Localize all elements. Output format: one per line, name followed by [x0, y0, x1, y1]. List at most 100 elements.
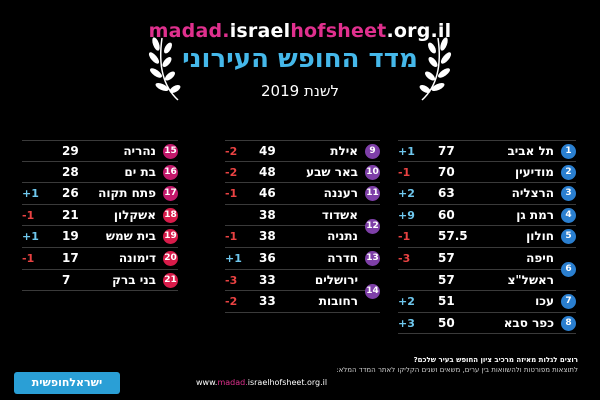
- city-name: חדרה: [327, 250, 358, 265]
- url-part: www.: [196, 378, 218, 387]
- city-name: מודיעין: [514, 164, 554, 179]
- rank-badge: 15: [163, 144, 178, 159]
- ranking-row: ירושלים 33 -3: [225, 270, 380, 292]
- city-name: בת ים: [124, 164, 156, 179]
- rank-change: +9: [398, 208, 415, 222]
- city-score: 17: [62, 250, 79, 265]
- ranking-row: 8 כפר סבא 50 +3: [398, 313, 576, 335]
- rank-badge: 11: [365, 186, 380, 202]
- ranking-row: 18 אשקלון 21 -1: [22, 205, 178, 227]
- rank-change: +2: [398, 295, 415, 309]
- city-score: 57: [438, 272, 455, 287]
- url-part: israel: [229, 20, 291, 42]
- ranking-row: 20 דימונה 17 -1: [22, 248, 178, 270]
- city-name: רמת גן: [516, 207, 554, 222]
- city-name: אשקלון: [113, 207, 156, 222]
- ranking-row: 16 בת ים 28: [22, 162, 178, 184]
- city-name: הרצליה: [511, 186, 554, 201]
- ranking-row: 11 רעננה 46 -1: [225, 183, 380, 205]
- city-name: אילת: [330, 144, 358, 158]
- ranking-row: 5 חולון 57.5 -1: [398, 226, 576, 248]
- city-score: 48: [259, 164, 276, 179]
- rank-badge: 5: [561, 229, 576, 245]
- ranking-row: ראשל"צ 57: [398, 270, 576, 292]
- rank-badge: 20: [163, 250, 178, 266]
- city-score: 26: [62, 186, 79, 201]
- footnote-question: רוצים לגלות מאיזה מרכיב ציון החופש בעיר …: [413, 356, 578, 364]
- city-name: בני ברק: [112, 272, 156, 287]
- rank-badge: 19: [163, 229, 178, 245]
- israel-hofsheet-logo[interactable]: ישראלחופשית: [14, 372, 120, 394]
- ranking-row: 7 עכו 51 +2: [398, 291, 576, 313]
- city-name: בית שמש: [105, 229, 156, 244]
- site-url[interactable]: madad.israelhofsheet.org.il: [0, 20, 600, 42]
- city-name: כפר סבא: [503, 315, 554, 330]
- city-score: 57.5: [438, 229, 468, 244]
- rank-change: -2: [225, 165, 238, 179]
- url-part: hofsheet: [290, 20, 387, 42]
- rank-badge: 16: [163, 164, 178, 180]
- ranking-row: 21 בני ברק 7: [22, 270, 178, 292]
- city-name: אשדוד: [321, 207, 358, 222]
- city-name: נהריה: [123, 144, 156, 158]
- rank-badge: 9: [365, 144, 380, 159]
- rank-badge: 3: [561, 186, 576, 202]
- rank-change: -1: [225, 230, 238, 244]
- ranking-row: חיפה 57 -3: [398, 248, 576, 270]
- city-name: רחובות: [318, 294, 358, 309]
- city-score: 7: [62, 272, 71, 287]
- city-score: 33: [259, 272, 276, 287]
- city-score: 77: [438, 144, 455, 158]
- rank-change: +2: [398, 187, 415, 201]
- city-score: 46: [259, 186, 276, 201]
- city-score: 57: [438, 250, 455, 265]
- ranking-row: נתניה 38 -1: [225, 226, 380, 248]
- city-score: 60: [438, 207, 455, 222]
- rank-badge: 7: [561, 294, 576, 310]
- rank-change: +1: [398, 145, 415, 158]
- laurel-left-icon: [148, 37, 181, 101]
- city-score: 50: [438, 315, 455, 330]
- rank-change: +3: [398, 316, 415, 330]
- ranking-column-3: 15 נהריה 29 16 בת ים 28 17 פתח תקוה 26 +1 18 אשקלון…: [22, 140, 178, 292]
- rank-change: +1: [225, 251, 242, 265]
- city-name: ירושלים: [314, 272, 358, 287]
- rank-badge: 1: [561, 144, 576, 159]
- city-name: חיפה: [526, 250, 554, 265]
- ranking-row: 13 חדרה 36 +1: [225, 248, 380, 270]
- rank-change: +1: [22, 187, 39, 201]
- ranking-row: 15 נהריה 29: [22, 140, 178, 162]
- url-part: .org.il: [304, 378, 328, 387]
- rank-badge: 14: [365, 283, 380, 299]
- rank-change: +1: [22, 230, 39, 244]
- ranking-row: 2 מודיעין 70 -1: [398, 162, 576, 184]
- city-score: 21: [62, 207, 79, 222]
- city-score: 19: [62, 229, 79, 244]
- city-score: 70: [438, 164, 455, 179]
- rank-badge: 6: [561, 262, 576, 278]
- rank-badge: 13: [365, 250, 380, 266]
- city-score: 29: [62, 144, 79, 158]
- ranking-row: 1 תל אביב 77 +1: [398, 140, 576, 162]
- city-score: 51: [438, 294, 455, 309]
- rank-change: -1: [398, 165, 411, 179]
- ranking-row: 17 פתח תקוה 26 +1: [22, 183, 178, 205]
- url-part: .org.il: [386, 20, 452, 42]
- rank-badge: 12: [365, 218, 380, 234]
- footer-url[interactable]: www.madad.israelhofsheet.org.il: [196, 378, 327, 387]
- url-part: madad.: [217, 378, 248, 387]
- city-name: עכו: [535, 294, 554, 309]
- rank-change: -1: [22, 208, 35, 222]
- city-score: 33: [259, 294, 276, 309]
- ranking-column-2: 9 אילת 49 -2 10 באר שבע 48 -2 11 רעננה 46 -1 אשדוד 38…: [225, 140, 380, 313]
- rank-change: -2: [225, 145, 238, 158]
- rank-change: -1: [398, 230, 411, 244]
- ranking-row: 4 רמת גן 60 +9: [398, 205, 576, 227]
- city-name: נתניה: [327, 229, 358, 244]
- rank-badge: 8: [561, 315, 576, 331]
- rank-change: -3: [398, 251, 411, 265]
- city-name: באר שבע: [306, 164, 358, 179]
- ranking-row: רחובות 33 -2: [225, 291, 380, 313]
- rank-badge: 10: [365, 164, 380, 180]
